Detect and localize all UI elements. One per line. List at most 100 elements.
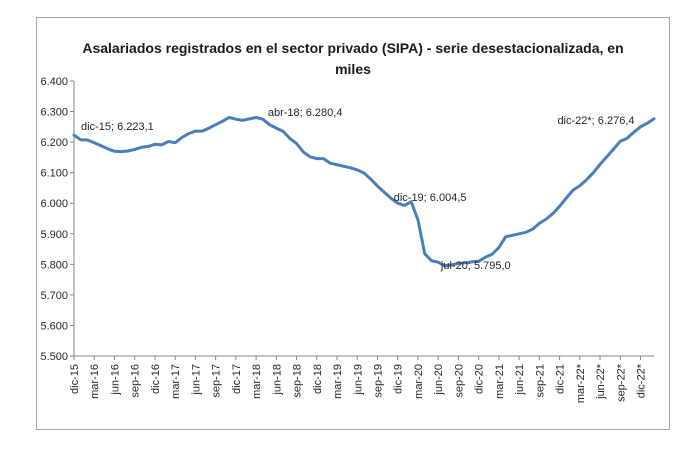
data-label: jul-20; 5.795,0 <box>440 260 511 272</box>
x-tick-label: jun-19 <box>352 364 364 396</box>
data-point <box>167 140 170 143</box>
data-point <box>282 130 285 133</box>
x-tick-label: mar-22* <box>575 363 587 403</box>
x-tick-label: mar-16 <box>89 364 101 399</box>
data-point <box>221 120 224 123</box>
x-tick-label: sep-20 <box>453 364 465 398</box>
x-tick-label: jun-20 <box>433 364 445 396</box>
data-point <box>565 197 568 200</box>
data-point <box>248 117 251 120</box>
data-point <box>214 123 217 126</box>
data-point <box>268 123 271 126</box>
data-point <box>518 232 521 235</box>
y-tick-label: 5.600 <box>40 320 68 332</box>
data-point <box>120 150 123 153</box>
data-point <box>416 219 419 222</box>
y-tick-label: 6.400 <box>40 76 68 88</box>
data-point <box>369 178 372 181</box>
y-tick-label: 6.200 <box>40 137 68 149</box>
data-point <box>430 259 433 262</box>
data-point <box>484 256 487 259</box>
data-point <box>261 118 264 121</box>
x-tick-label: mar-17 <box>170 364 182 399</box>
data-point <box>403 204 406 207</box>
chart-title-line-2: miles <box>335 61 371 77</box>
x-tick-label: dic-16 <box>150 364 162 394</box>
data-point <box>524 231 527 234</box>
data-point <box>497 246 500 249</box>
data-point <box>126 149 129 152</box>
y-tick-label: 5.900 <box>40 229 68 241</box>
x-tick-label: dic-18 <box>312 364 324 394</box>
data-point <box>619 140 622 143</box>
data-point <box>578 184 581 187</box>
data-point <box>336 163 339 166</box>
data-point <box>646 122 649 125</box>
data-point <box>234 118 237 121</box>
data-point <box>632 131 635 134</box>
y-tick-label: 5.800 <box>40 259 68 271</box>
data-label: abr-18; 6.280,4 <box>268 107 343 119</box>
x-tick-label: dic-20 <box>474 364 486 394</box>
data-point <box>356 168 359 171</box>
data-point <box>349 166 352 169</box>
data-point <box>228 116 231 119</box>
data-point <box>147 145 150 148</box>
data-point <box>201 130 204 133</box>
x-tick-label: dic-22* <box>636 363 648 398</box>
x-tick-label: sep-22* <box>615 363 627 402</box>
data-point <box>504 235 507 238</box>
data-point <box>93 141 96 144</box>
x-tick-label: sep-17 <box>211 364 223 398</box>
data-label: dic-19; 6.004,5 <box>394 192 467 204</box>
data-point <box>626 137 629 140</box>
data-point <box>592 171 595 174</box>
data-point <box>423 252 426 255</box>
data-point <box>605 155 608 158</box>
data-point <box>79 138 82 141</box>
data-point <box>153 143 156 146</box>
data-point <box>140 146 143 149</box>
data-label: dic-15; 6.223,1 <box>81 121 154 133</box>
data-point <box>174 141 177 144</box>
data-point <box>491 253 494 256</box>
y-tick-label: 6.100 <box>40 168 68 180</box>
data-point <box>376 185 379 188</box>
data-point <box>309 155 312 158</box>
data-point <box>538 222 541 225</box>
data-point <box>545 218 548 221</box>
data-point <box>275 127 278 130</box>
data-point <box>612 148 615 151</box>
data-point <box>329 162 332 165</box>
x-tick-label: jun-16 <box>109 364 121 396</box>
x-tick-label: mar-18 <box>251 364 263 399</box>
y-tick-label: 5.500 <box>40 351 68 363</box>
x-tick-label: dic-21 <box>555 364 567 394</box>
x-tick-label: sep-21 <box>534 364 546 398</box>
x-tick-label: dic-19 <box>393 364 405 394</box>
data-point <box>639 125 642 128</box>
x-tick-label: sep-16 <box>130 364 142 398</box>
chart-title: Asalariados registrados en el sector pri… <box>36 38 670 80</box>
x-tick-label: jun-18 <box>271 364 283 396</box>
chart-title-line-1: Asalariados registrados en el sector pri… <box>82 40 624 56</box>
data-point <box>572 189 575 192</box>
data-point <box>288 137 291 140</box>
x-tick-label: jun-17 <box>190 364 202 396</box>
data-point <box>599 163 602 166</box>
data-point <box>511 234 514 237</box>
data-point <box>113 150 116 153</box>
data-point <box>295 142 298 145</box>
x-tick-label: dic-15 <box>69 364 81 394</box>
data-point <box>315 157 318 160</box>
x-tick-label: mar-19 <box>332 364 344 399</box>
x-tick-label: mar-21 <box>494 364 506 399</box>
x-tick-label: jun-21 <box>514 364 526 396</box>
data-point <box>322 157 325 160</box>
data-point <box>241 119 244 122</box>
y-tick-label: 6.000 <box>40 198 68 210</box>
data-point <box>255 116 258 119</box>
data-point <box>585 178 588 181</box>
data-label: dic-22*; 6.276,4 <box>557 115 634 127</box>
